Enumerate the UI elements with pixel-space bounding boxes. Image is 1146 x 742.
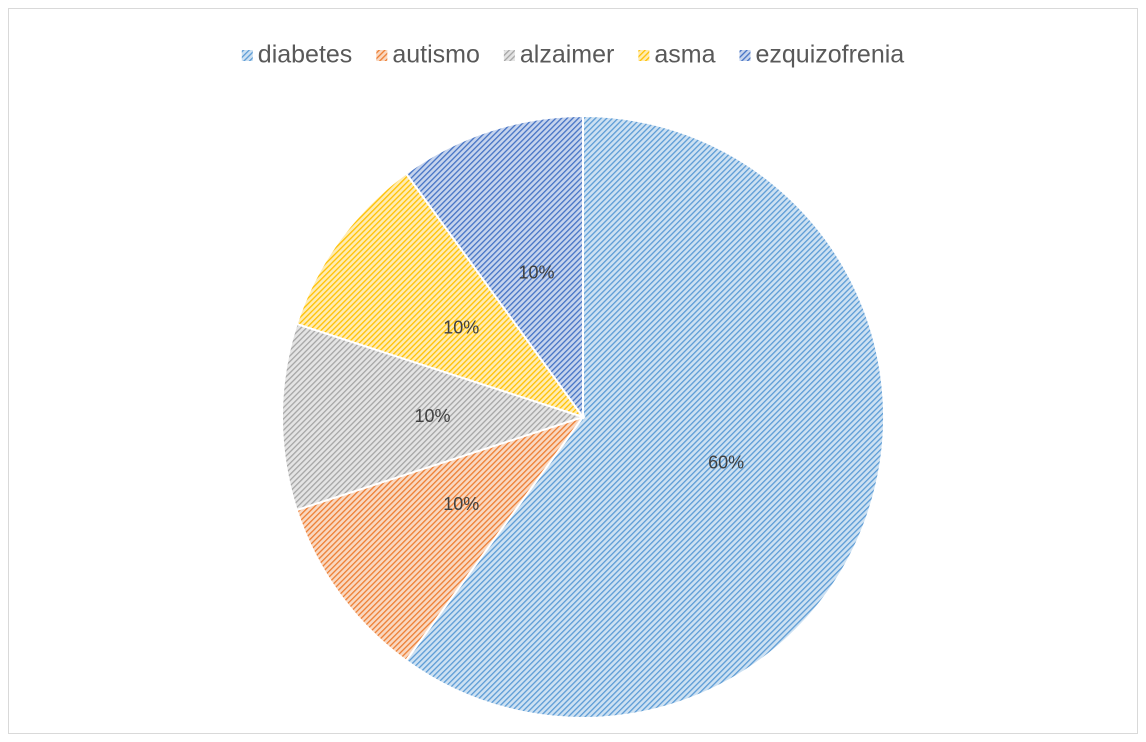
legend-swatch <box>638 50 650 61</box>
data-label: 10% <box>443 494 479 514</box>
data-label: 10% <box>443 317 479 337</box>
legend-label: asma <box>654 41 715 69</box>
pie-slice <box>295 415 586 662</box>
legend: diabetes autismo alzaimer asma ezquizofrenia <box>241 41 904 69</box>
legend-swatch <box>376 50 388 61</box>
pie-slice <box>281 322 587 512</box>
legend-swatch <box>739 50 751 61</box>
pie-slice <box>295 172 586 419</box>
legend-label: alzaimer <box>520 41 614 69</box>
legend-swatch <box>503 50 515 61</box>
data-label: 10% <box>518 263 554 283</box>
data-label: 10% <box>414 406 450 426</box>
legend-label: autismo <box>392 41 480 69</box>
data-label: 60% <box>708 452 744 472</box>
pie-slice <box>404 114 584 421</box>
legend-label: ezquizofrenia <box>755 41 904 69</box>
legend-swatch <box>241 50 253 61</box>
legend-label: diabetes <box>258 41 353 69</box>
pie-slice <box>404 114 885 719</box>
